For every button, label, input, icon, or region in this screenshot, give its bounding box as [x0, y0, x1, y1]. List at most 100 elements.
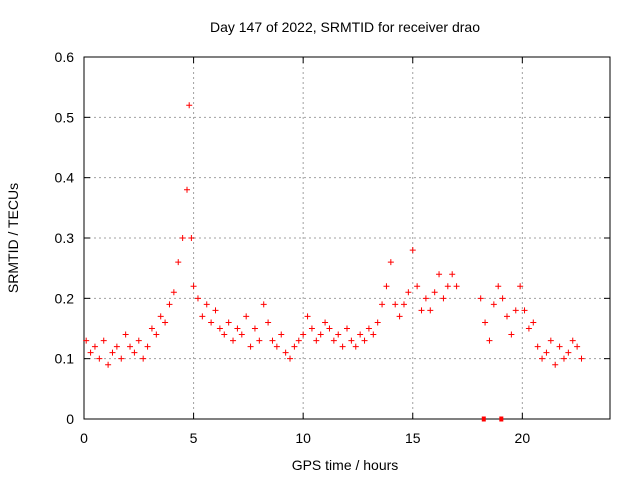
data-point: [339, 343, 346, 350]
data-point: [512, 307, 519, 314]
data-point: [322, 319, 329, 326]
data-point: [127, 343, 134, 350]
data-point: [308, 325, 315, 332]
data-point: [122, 331, 129, 338]
data-point: [565, 349, 572, 356]
data-point: [490, 301, 497, 308]
data-point: [400, 301, 407, 308]
data-point: [499, 295, 506, 302]
data-point: [131, 349, 138, 356]
data-point: [287, 355, 294, 362]
data-point: [96, 355, 103, 362]
data-point: [113, 343, 120, 350]
data-point: [326, 325, 333, 332]
data-point: [199, 313, 206, 320]
y-tick-label: 0.1: [55, 351, 75, 367]
data-point: [560, 355, 567, 362]
axis-ticks: 0 5 10 15 20 0 0.1 0.2 0.3 0.4 0.5 0.6: [55, 49, 610, 446]
data-point: [365, 325, 372, 332]
data-point: [225, 319, 232, 326]
data-point: [221, 331, 228, 338]
x-tick-label: 0: [80, 430, 88, 446]
data-point: [440, 295, 447, 302]
data-point: [295, 337, 302, 344]
data-point: [418, 307, 425, 314]
data-point: [300, 331, 307, 338]
data-point: [83, 337, 90, 344]
data-point: [184, 186, 191, 193]
y-tick-label: 0.3: [55, 230, 75, 246]
data-point: [313, 337, 320, 344]
data-point: [304, 313, 311, 320]
data-point: [317, 331, 324, 338]
data-point: [379, 301, 386, 308]
data-point: [396, 313, 403, 320]
data-point: [247, 343, 254, 350]
data-point: [431, 289, 438, 296]
data-point: [208, 319, 215, 326]
data-point: [453, 283, 460, 290]
data-point: [243, 313, 250, 320]
data-point: [265, 319, 272, 326]
data-point: [543, 349, 550, 356]
y-tick-label: 0: [66, 411, 74, 427]
data-point: [212, 307, 219, 314]
data-point: [230, 337, 237, 344]
data-point: [552, 361, 559, 368]
data-point: [477, 295, 484, 302]
data-point: [153, 331, 160, 338]
data-point: [547, 337, 554, 344]
data-point: [203, 301, 210, 308]
data-point: [508, 331, 515, 338]
data-point: [170, 289, 177, 296]
data-point: [135, 337, 142, 344]
data-point: [344, 325, 350, 332]
grid-lines: [84, 57, 610, 419]
data-point: [260, 301, 267, 308]
data-point: [144, 343, 151, 350]
data-point: [427, 307, 434, 314]
data-point: [100, 337, 107, 344]
data-point: [370, 331, 377, 338]
y-tick-label: 0.6: [55, 49, 75, 65]
data-point: [166, 301, 173, 308]
data-point: [352, 343, 359, 350]
data-point: [449, 271, 456, 278]
data-point: [361, 337, 368, 344]
data-point: [357, 331, 364, 338]
data-point: [574, 343, 581, 350]
x-axis-label: GPS time / hours: [292, 457, 399, 473]
data-point: [269, 337, 276, 344]
data-point: [578, 355, 585, 362]
data-point: [330, 337, 337, 344]
data-point: [569, 337, 576, 344]
data-point: [273, 343, 280, 350]
data-point: [87, 349, 94, 356]
data-point: [278, 331, 285, 338]
data-point: [521, 307, 528, 314]
data-point: [405, 289, 412, 296]
data-point: [539, 355, 546, 362]
data-point: [91, 343, 98, 350]
chart-title: Day 147 of 2022, SRMTID for receiver dra…: [210, 19, 480, 35]
data-point: [238, 331, 245, 338]
data-point: [251, 325, 258, 332]
data-point: [282, 349, 289, 356]
data-point: [348, 337, 355, 344]
data-point: [495, 283, 502, 290]
data-point: [414, 283, 421, 290]
data-point: [556, 343, 563, 350]
data-point: [291, 343, 298, 350]
x-tick-label: 15: [405, 430, 421, 446]
data-point: [486, 337, 493, 344]
data-point: [140, 355, 147, 362]
data-point: [148, 325, 155, 332]
data-point: [409, 247, 416, 254]
data-point: [216, 325, 223, 332]
x-tick-label: 20: [515, 430, 531, 446]
data-point: [503, 313, 510, 320]
data-point: [436, 271, 443, 278]
data-point: [482, 319, 489, 326]
y-axis-label: SRMTID / TECUs: [5, 183, 21, 293]
